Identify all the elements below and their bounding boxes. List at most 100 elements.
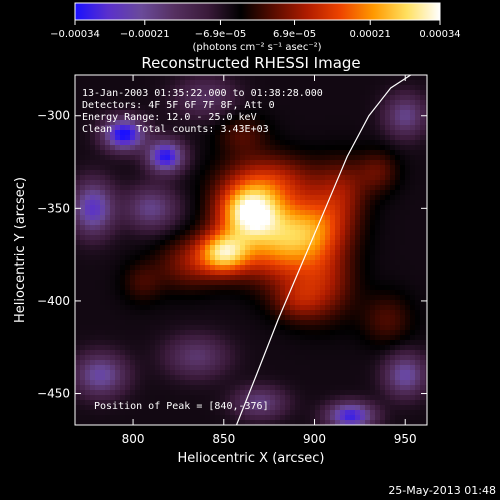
heatmap-cell bbox=[255, 325, 261, 331]
heatmap-cell bbox=[320, 110, 326, 116]
heatmap-cell bbox=[315, 165, 321, 171]
heatmap-cell bbox=[160, 100, 166, 106]
heatmap-cell bbox=[180, 200, 186, 206]
heatmap-cell bbox=[210, 95, 216, 101]
heatmap-cell bbox=[405, 410, 411, 416]
heatmap-cell bbox=[205, 335, 211, 341]
heatmap-cell bbox=[365, 295, 371, 301]
heatmap-cell bbox=[185, 390, 191, 396]
heatmap-cell bbox=[290, 390, 296, 396]
heatmap-cell bbox=[80, 275, 86, 281]
heatmap-cell bbox=[365, 385, 371, 391]
heatmap-cell bbox=[100, 160, 106, 166]
heatmap-cell bbox=[380, 225, 386, 231]
heatmap-cell bbox=[160, 400, 166, 406]
heatmap-cell bbox=[235, 415, 241, 421]
heatmap-cell bbox=[415, 330, 421, 336]
heatmap-cell bbox=[410, 260, 416, 266]
heatmap-cell bbox=[165, 135, 171, 141]
heatmap-cell bbox=[185, 370, 191, 376]
heatmap-cell bbox=[235, 145, 241, 151]
heatmap-cell bbox=[95, 260, 101, 266]
heatmap-cell bbox=[375, 175, 381, 181]
heatmap-cell bbox=[230, 180, 236, 186]
heatmap-cell bbox=[165, 150, 171, 156]
heatmap-cell bbox=[295, 355, 301, 361]
heatmap-cell bbox=[290, 415, 296, 421]
heatmap-cell bbox=[270, 250, 276, 256]
heatmap-cell bbox=[170, 285, 176, 291]
heatmap-cell bbox=[350, 80, 356, 86]
heatmap-cell bbox=[120, 390, 126, 396]
heatmap-cell bbox=[230, 220, 236, 226]
heatmap-cell bbox=[410, 165, 416, 171]
heatmap-cell bbox=[90, 365, 96, 371]
heatmap-cell bbox=[315, 180, 321, 186]
heatmap-cell bbox=[340, 205, 346, 211]
heatmap-cell bbox=[300, 105, 306, 111]
heatmap-cell bbox=[170, 230, 176, 236]
heatmap-cell bbox=[155, 205, 161, 211]
heatmap-cell bbox=[160, 330, 166, 336]
heatmap-cell bbox=[140, 330, 146, 336]
heatmap-cell bbox=[145, 190, 151, 196]
heatmap-cell bbox=[170, 135, 176, 141]
heatmap-cell bbox=[310, 255, 316, 261]
heatmap-cell bbox=[250, 330, 256, 336]
heatmap-cell bbox=[205, 145, 211, 151]
heatmap-cell bbox=[205, 275, 211, 281]
heatmap-cell bbox=[90, 345, 96, 351]
heatmap-cell bbox=[420, 385, 426, 391]
heatmap-cell bbox=[145, 280, 151, 286]
heatmap-cell bbox=[275, 345, 281, 351]
heatmap-cell bbox=[260, 100, 266, 106]
heatmap-cell bbox=[325, 105, 331, 111]
heatmap-cell bbox=[300, 370, 306, 376]
heatmap-cell bbox=[260, 360, 266, 366]
heatmap-cell bbox=[160, 180, 166, 186]
heatmap-cell bbox=[345, 210, 351, 216]
heatmap-cell bbox=[380, 175, 386, 181]
heatmap-cell bbox=[80, 150, 86, 156]
heatmap-cell bbox=[370, 140, 376, 146]
heatmap-cell bbox=[85, 120, 91, 126]
heatmap-cell bbox=[320, 320, 326, 326]
heatmap-cell bbox=[150, 370, 156, 376]
heatmap-cell bbox=[380, 215, 386, 221]
heatmap-cell bbox=[150, 165, 156, 171]
heatmap-cell bbox=[320, 185, 326, 191]
heatmap-cell bbox=[325, 95, 331, 101]
heatmap-cell bbox=[245, 155, 251, 161]
heatmap-cell bbox=[325, 150, 331, 156]
heatmap-cell bbox=[335, 295, 341, 301]
heatmap-cell bbox=[345, 135, 351, 141]
heatmap-cell bbox=[330, 245, 336, 251]
heatmap-cell bbox=[290, 375, 296, 381]
heatmap-cell bbox=[165, 350, 171, 356]
heatmap-cell bbox=[345, 245, 351, 251]
heatmap-cell bbox=[195, 350, 201, 356]
heatmap-cell bbox=[375, 130, 381, 136]
heatmap-cell bbox=[105, 345, 111, 351]
heatmap-cell bbox=[240, 355, 246, 361]
heatmap-cell bbox=[125, 165, 131, 171]
heatmap-cell bbox=[215, 165, 221, 171]
heatmap-cell bbox=[90, 410, 96, 416]
heatmap-cell bbox=[115, 155, 121, 161]
heatmap-cell bbox=[270, 390, 276, 396]
heatmap-cell bbox=[205, 255, 211, 261]
heatmap-cell bbox=[100, 150, 106, 156]
heatmap-cell bbox=[320, 125, 326, 131]
heatmap-cell bbox=[295, 160, 301, 166]
heatmap-cell bbox=[230, 160, 236, 166]
heatmap-cell bbox=[285, 280, 291, 286]
heatmap-cell bbox=[210, 410, 216, 416]
heatmap-cell bbox=[270, 320, 276, 326]
heatmap-cell bbox=[190, 320, 196, 326]
heatmap-cell bbox=[330, 360, 336, 366]
heatmap-cell bbox=[300, 350, 306, 356]
heatmap-cell bbox=[395, 100, 401, 106]
heatmap-cell bbox=[115, 365, 121, 371]
heatmap-cell bbox=[95, 215, 101, 221]
heatmap-cell bbox=[75, 305, 81, 311]
